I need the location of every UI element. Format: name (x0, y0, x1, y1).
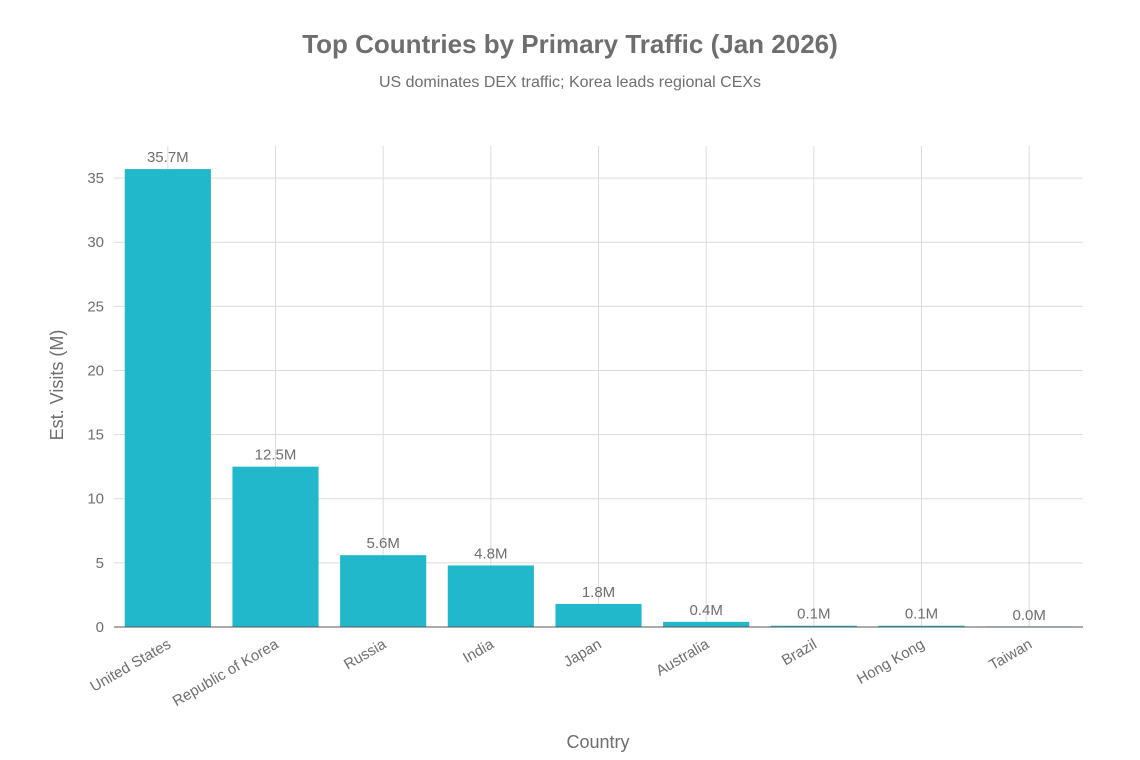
bar[interactable] (663, 621, 750, 627)
bar[interactable] (340, 555, 427, 627)
bar-data-label: 5.6M (366, 535, 399, 552)
bar-data-label: 0.4M (689, 602, 722, 619)
x-tick-label: Japan (561, 636, 605, 671)
bar[interactable] (878, 625, 965, 627)
chart-title: Top Countries by Primary Traffic (Jan 20… (302, 29, 838, 59)
bar-data-label: 0.1M (905, 606, 938, 623)
y-axis-ticks: 0 5 10 15 20 25 30 35 (87, 170, 104, 636)
bar-data-label: 4.8M (474, 545, 507, 562)
bars (124, 169, 1073, 627)
bar[interactable] (232, 466, 319, 627)
bar-data-label: 0.0M (1012, 607, 1045, 624)
bar-data-label: 12.5M (255, 447, 297, 464)
x-axis-title: Country (566, 732, 629, 752)
y-tick-label: 35 (87, 170, 104, 187)
bar[interactable] (124, 169, 211, 627)
bar[interactable] (447, 565, 534, 627)
chart-subtitle: US dominates DEX traffic; Korea leads re… (379, 74, 761, 91)
x-tick-label: Russia (341, 635, 390, 673)
y-tick-label: 5 (96, 555, 104, 572)
x-tick-label: Hong Kong (854, 636, 928, 688)
y-axis-title: Est. Visits (M) (47, 330, 67, 441)
grid (114, 146, 1083, 627)
x-tick-label: Republic of Korea (170, 635, 282, 710)
data-labels: 35.7M 12.5M 5.6M 4.8M 1.8M 0.4M 0.1M 0.1M 0.0M (147, 149, 1046, 624)
bar-data-label: 35.7M (147, 149, 189, 166)
y-tick-label: 20 (87, 362, 104, 379)
y-tick-label: 0 (96, 619, 104, 636)
y-tick-label: 30 (87, 234, 104, 251)
x-tick-label: India (460, 635, 497, 666)
x-tick-label: Taiwan (986, 636, 1035, 674)
y-tick-label: 10 (87, 491, 104, 508)
y-tick-label: 25 (87, 298, 104, 315)
x-tick-label: Australia (653, 635, 713, 679)
bar-data-label: 0.1M (797, 606, 830, 623)
bar-data-label: 1.8M (582, 584, 615, 601)
y-tick-label: 15 (87, 427, 104, 444)
x-tick-label: United States (87, 636, 173, 696)
bar[interactable] (770, 625, 857, 627)
x-tick-label: Brazil (779, 636, 820, 669)
bar[interactable] (555, 603, 642, 627)
